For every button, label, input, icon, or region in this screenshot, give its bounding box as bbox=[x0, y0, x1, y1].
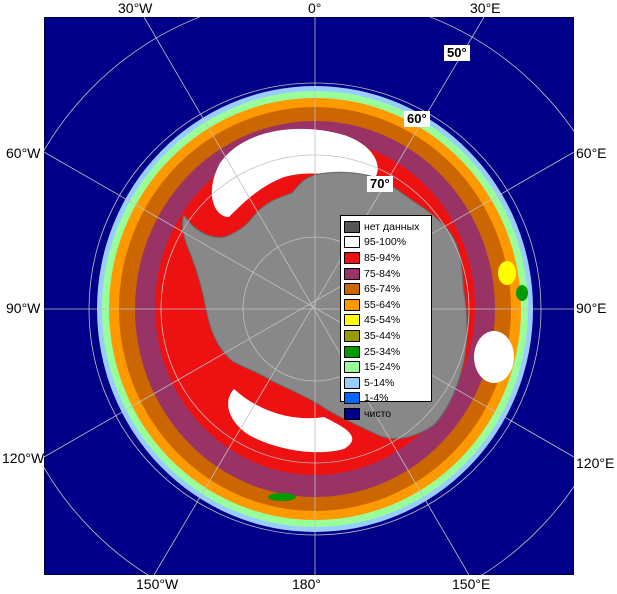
legend-swatch bbox=[344, 283, 360, 296]
legend-label: чисто bbox=[364, 407, 392, 420]
legend-item: нет данных bbox=[344, 219, 428, 235]
legend-item: 85-94% bbox=[344, 250, 428, 266]
legend-swatch bbox=[344, 407, 360, 420]
meridian-30w-150e bbox=[143, 17, 470, 575]
legend-swatch bbox=[344, 236, 360, 249]
legend-item: 45-54% bbox=[344, 313, 428, 329]
lat-label-60: 60° bbox=[404, 111, 430, 127]
lon-label-60e: 60°E bbox=[576, 145, 607, 161]
legend-label: 5-14% bbox=[364, 376, 395, 389]
lon-label-120e: 120°E bbox=[576, 455, 615, 471]
legend-item: 55-64% bbox=[344, 297, 428, 313]
concentration-legend: нет данных 95-100% 85-94% 75-84% 65-74% 55-64… bbox=[340, 215, 432, 420]
legend-label: 55-64% bbox=[364, 298, 401, 311]
legend-swatch bbox=[344, 251, 360, 264]
ice-white-ross bbox=[228, 389, 353, 453]
legend-label: 45-54% bbox=[364, 314, 401, 327]
lon-label-30w: 30°W bbox=[118, 0, 153, 16]
legend-label: 35-44% bbox=[364, 329, 401, 342]
legend-item: 5-14% bbox=[344, 375, 428, 391]
legend-item: 65-74% bbox=[344, 281, 428, 297]
legend-item: 75-84% bbox=[344, 266, 428, 282]
legend-label: нет данных bbox=[364, 220, 420, 233]
legend-swatch bbox=[344, 376, 360, 389]
legend-label: 25-34% bbox=[364, 345, 401, 358]
legend-item: 1-4% bbox=[344, 391, 428, 407]
legend-label: 85-94% bbox=[364, 251, 401, 264]
legend-swatch bbox=[344, 314, 360, 327]
lon-label-60w: 60°W bbox=[6, 145, 41, 161]
legend-label: 1-4% bbox=[364, 392, 389, 405]
lon-label-150w: 150°W bbox=[136, 576, 179, 592]
legend-item: 95-100% bbox=[344, 235, 428, 251]
graticule-meridians bbox=[44, 17, 574, 575]
legend-swatch bbox=[344, 361, 360, 374]
legend-item: чисто bbox=[344, 406, 428, 422]
legend-swatch bbox=[344, 267, 360, 280]
lon-label-120w: 120°W bbox=[2, 450, 45, 466]
lon-label-0: 0° bbox=[308, 0, 322, 16]
legend-swatch bbox=[344, 220, 360, 233]
ice-patch-green-south bbox=[268, 493, 296, 501]
lon-label-90e: 90°E bbox=[576, 300, 607, 316]
sea-ice-map bbox=[44, 17, 574, 575]
legend-item: 15-24% bbox=[344, 359, 428, 375]
legend-swatch bbox=[344, 392, 360, 405]
legend-label: 15-24% bbox=[364, 361, 401, 374]
ice-white-east bbox=[474, 331, 514, 383]
meridian-30e-150w bbox=[153, 17, 485, 575]
ice-patch-green bbox=[516, 285, 528, 301]
meridian-60e-120w bbox=[44, 151, 574, 458]
lon-label-180: 180° bbox=[292, 576, 321, 592]
legend-label: 95-100% bbox=[364, 236, 407, 249]
lon-label-150e: 150°E bbox=[452, 576, 491, 592]
lat-label-70: 70° bbox=[367, 176, 393, 192]
ice-patch-yellow bbox=[498, 261, 516, 285]
legend-swatch bbox=[344, 345, 360, 358]
legend-item: 25-34% bbox=[344, 344, 428, 360]
ice-white-weddell bbox=[211, 128, 378, 217]
legend-swatch bbox=[344, 329, 360, 342]
lon-label-30e: 30°E bbox=[470, 0, 501, 16]
legend-label: 75-84% bbox=[364, 267, 401, 280]
legend-label: 65-74% bbox=[364, 283, 401, 296]
lon-label-90w: 90°W bbox=[6, 300, 41, 316]
legend-item: 35-44% bbox=[344, 328, 428, 344]
legend-swatch bbox=[344, 298, 360, 311]
lat-label-50: 50° bbox=[444, 45, 470, 61]
